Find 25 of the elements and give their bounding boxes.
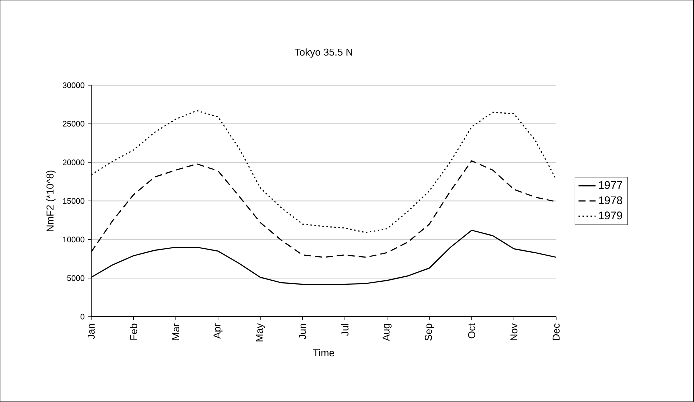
x-tick-label: Nov <box>510 323 518 340</box>
legend-label: 1978 <box>599 196 622 204</box>
x-tick-label: May <box>256 323 266 342</box>
y-tick-label: 10000 <box>63 236 85 242</box>
y-tick-label: 0 <box>80 314 85 320</box>
x-tick-label: Mar <box>172 323 180 340</box>
x-tick-label: Jul <box>341 324 349 336</box>
y-tick-label: 25000 <box>63 121 85 127</box>
x-axis-title: Time <box>313 349 334 356</box>
legend-label: 1979 <box>599 212 622 220</box>
x-tick-label: Jun <box>299 324 306 340</box>
chart-title: Tokyo 35.5 N <box>294 48 352 58</box>
x-tick-label: Feb <box>130 324 138 340</box>
x-tick-label: Sep <box>425 324 434 341</box>
x-tick-label: Aug <box>382 324 392 342</box>
legend-label: 1977 <box>599 181 622 190</box>
x-tick-label: Oct <box>468 323 476 338</box>
x-tick-label: Dec <box>552 324 560 340</box>
y-tick-label: 15000 <box>63 198 85 204</box>
y-tick-label: 5000 <box>67 275 85 281</box>
y-tick-label: 30000 <box>62 82 85 88</box>
x-tick-label: Apr <box>214 323 223 339</box>
y-axis-title: NmF2 (*10^8) <box>46 170 56 232</box>
x-tick-label: Jan <box>88 324 95 340</box>
y-tick-label: 20000 <box>63 160 85 166</box>
